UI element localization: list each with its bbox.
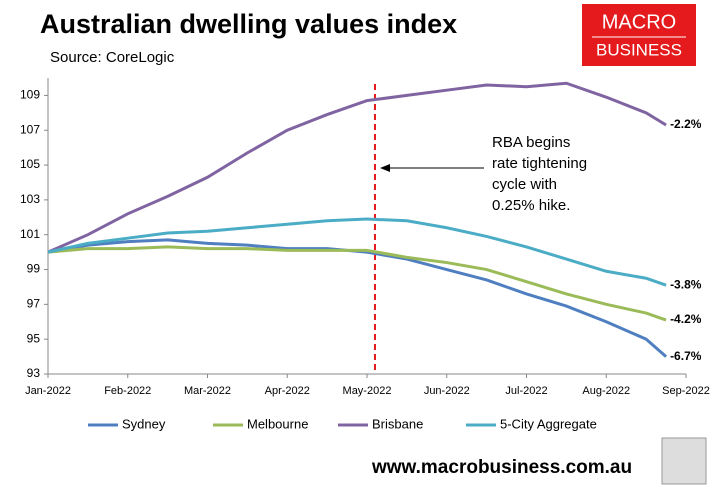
annotation: rate tightening	[492, 155, 587, 172]
y-tick-label: 101	[20, 227, 40, 241]
y-tick-label: 107	[20, 122, 40, 136]
legend-label: Brisbane	[372, 416, 423, 431]
chart-title: Australian dwelling values index	[40, 9, 457, 39]
x-tick-label: May-2022	[343, 385, 392, 397]
logo-text: MACRO	[602, 11, 676, 33]
annotation: RBA begins	[492, 134, 570, 151]
series-line	[47, 245, 667, 322]
arrow-head	[380, 164, 390, 172]
y-tick-label: 95	[27, 331, 41, 345]
x-tick-label: Aug-2022	[582, 385, 630, 397]
x-tick-label: Jun-2022	[424, 385, 470, 397]
x-tick-label: Mar-2022	[184, 385, 231, 397]
logo-text: BUSINESS	[596, 40, 682, 59]
series-line	[47, 81, 667, 254]
end-label: -6.7%	[670, 349, 702, 363]
end-label: -3.8%	[670, 277, 702, 291]
logo-box	[582, 4, 696, 66]
footer-url: www.macrobusiness.com.au	[371, 457, 632, 478]
legend-label: Sydney	[122, 416, 166, 431]
end-label: -4.2%	[670, 312, 702, 326]
legend-label: 5-City Aggregate	[500, 416, 597, 431]
annotation: 0.25% hike.	[492, 197, 570, 214]
x-tick-label: Feb-2022	[104, 385, 151, 397]
fox-icon	[661, 437, 707, 485]
end-label: -2.2%	[670, 117, 702, 131]
series-line	[47, 238, 668, 358]
legend-label: Melbourne	[247, 416, 308, 431]
y-tick-label: 109	[20, 88, 40, 102]
y-tick-label: 93	[27, 366, 41, 380]
x-tick-label: Jan-2022	[25, 385, 71, 397]
y-tick-label: 97	[27, 297, 41, 311]
y-tick-label: 103	[20, 192, 40, 206]
x-tick-label: Apr-2022	[265, 385, 310, 397]
chart-subtitle: Source: CoreLogic	[50, 49, 175, 66]
y-tick-label: 105	[20, 157, 40, 171]
x-tick-label: Jul-2022	[505, 385, 547, 397]
annotation: cycle with	[492, 176, 557, 193]
y-tick-label: 99	[27, 262, 41, 276]
series-line	[47, 217, 667, 287]
x-tick-label: Sep-2022	[662, 385, 710, 397]
